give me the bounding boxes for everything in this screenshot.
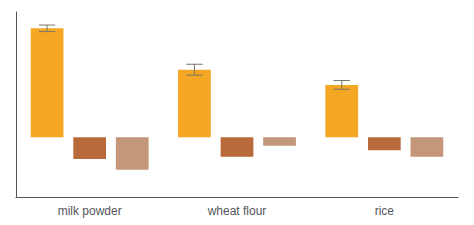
svg-text:milk powder: milk powder: [58, 204, 122, 218]
svg-text:rice: rice: [375, 204, 395, 218]
svg-text:wheat flour: wheat flour: [207, 204, 267, 218]
